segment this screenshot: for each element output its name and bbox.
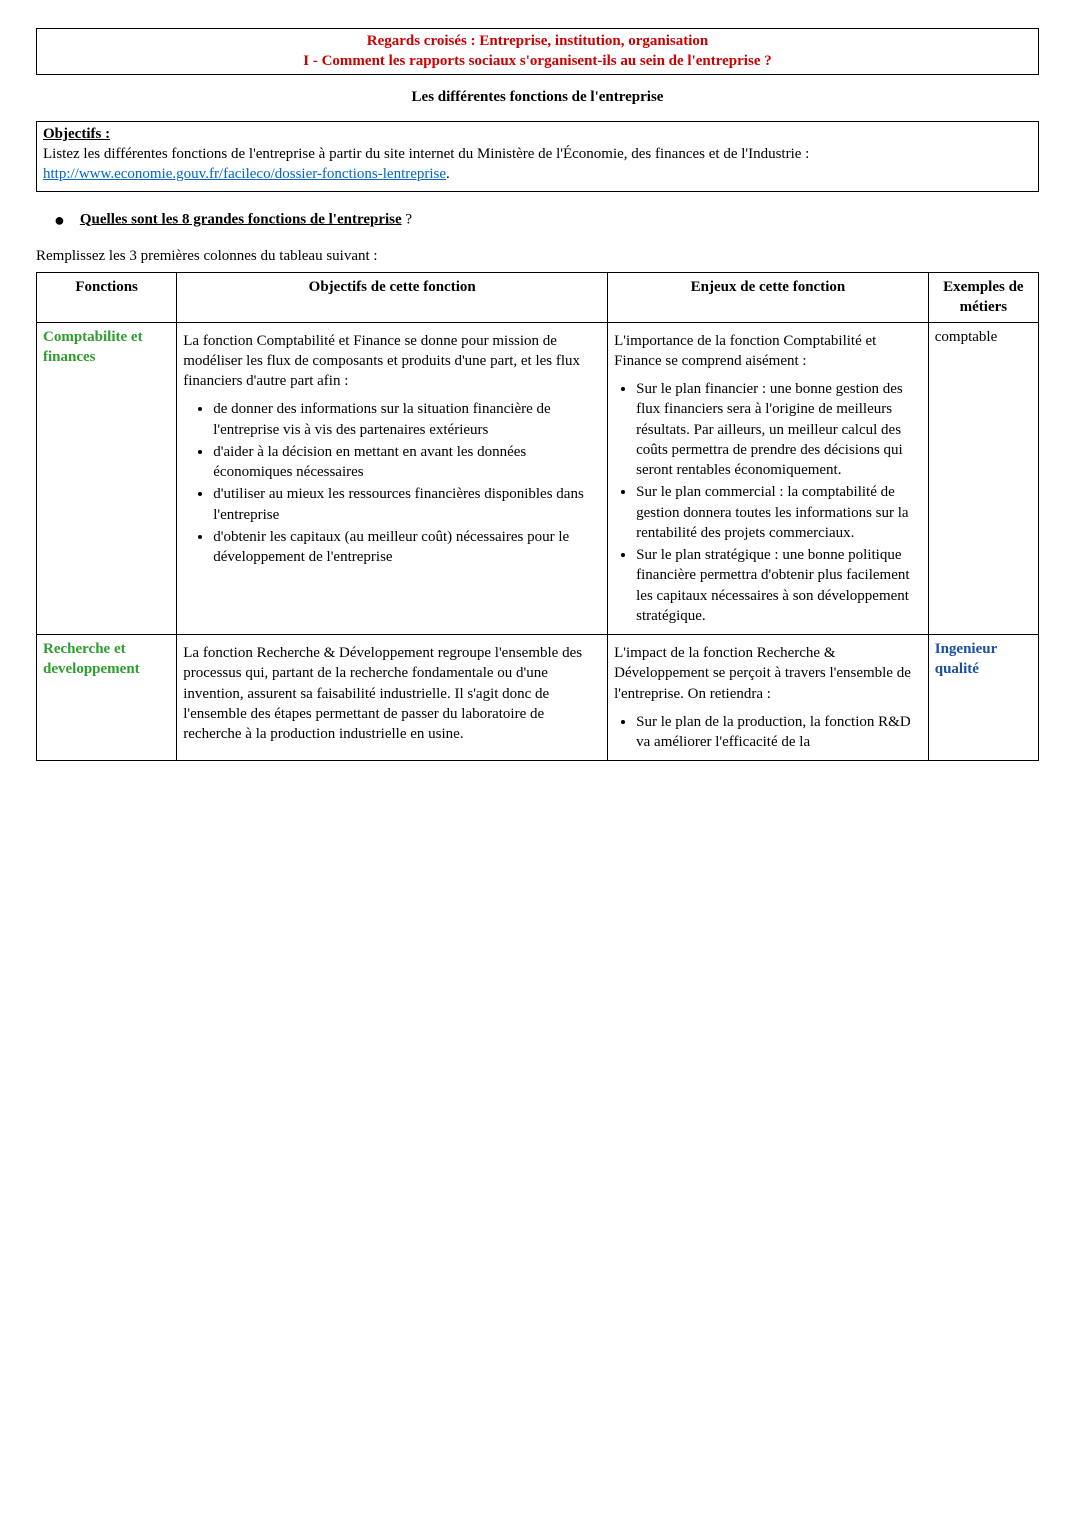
page-subtitle: Les différentes fonctions de l'entrepris… [36, 87, 1039, 107]
list-item: Sur le plan stratégique : une bonne poli… [636, 545, 922, 626]
exemple-label: Ingenieur qualité [935, 641, 997, 677]
exemple-cell: Ingenieur qualité [928, 635, 1038, 761]
enjeux-list: Sur le plan financier : une bonne gestio… [614, 379, 922, 626]
exemple-label: comptable [935, 329, 997, 345]
fonction-label: Recherche et developpement [43, 641, 140, 677]
section-question: ● Quelles sont les 8 grandes fonctions d… [54, 208, 1039, 232]
objectifs-body: Listez les différentes fonctions de l'en… [43, 144, 1032, 185]
enjeux-cell: L'impact de la fonction Recherche & Déve… [608, 635, 929, 761]
col-objectifs: Objectifs de cette fonction [177, 273, 608, 323]
header-line2: I - Comment les rapports sociaux s'organ… [41, 51, 1034, 71]
list-item: d'aider à la décision en mettant en avan… [213, 442, 601, 483]
functions-table: Fonctions Objectifs de cette fonction En… [36, 272, 1039, 761]
fonction-cell: Comptabilite et finances [37, 322, 177, 635]
objectifs-title: Objectifs : [43, 126, 110, 142]
fonction-cell: Recherche et developpement [37, 635, 177, 761]
list-item: Sur le plan commercial : la comptabilité… [636, 482, 922, 543]
objectifs-cell: La fonction Comptabilité et Finance se d… [177, 322, 608, 635]
enjeux-cell: L'importance de la fonction Comptabilité… [608, 322, 929, 635]
fonction-label: Comptabilite et finances [43, 329, 143, 365]
list-item: de donner des informations sur la situat… [213, 399, 601, 440]
objectifs-text-pre: Listez les différentes fonctions de l'en… [43, 146, 809, 162]
section-question-text: Quelles sont les 8 grandes fonctions de … [80, 211, 402, 227]
objectifs-para: La fonction Comptabilité et Finance se d… [183, 331, 601, 392]
enjeux-para: L'impact de la fonction Recherche & Déve… [614, 643, 922, 704]
objectifs-link[interactable]: http://www.economie.gouv.fr/facileco/dos… [43, 166, 446, 182]
col-fonctions: Fonctions [37, 273, 177, 323]
enjeux-para: L'importance de la fonction Comptabilité… [614, 331, 922, 372]
header-box: Regards croisés : Entreprise, institutio… [36, 28, 1039, 75]
fill-instruction: Remplissez les 3 premières colonnes du t… [36, 246, 1039, 266]
objectifs-text-post: . [446, 166, 450, 182]
list-item: Sur le plan de la production, la fonctio… [636, 712, 922, 753]
objectifs-cell: La fonction Recherche & Développement re… [177, 635, 608, 761]
exemple-cell: comptable [928, 322, 1038, 635]
list-item: Sur le plan financier : une bonne gestio… [636, 379, 922, 480]
table-header-row: Fonctions Objectifs de cette fonction En… [37, 273, 1039, 323]
table-row: Recherche et developpement La fonction R… [37, 635, 1039, 761]
bullet-icon: ● [54, 208, 65, 232]
section-question-suffix: ? [402, 211, 412, 227]
col-exemples: Exemples de métiers [928, 273, 1038, 323]
objectifs-list: de donner des informations sur la situat… [183, 399, 601, 567]
list-item: d'utiliser au mieux les ressources finan… [213, 484, 601, 525]
objectifs-box: Objectifs : Listez les différentes fonct… [36, 121, 1039, 192]
table-row: Comptabilite et finances La fonction Com… [37, 322, 1039, 635]
objectifs-para: La fonction Recherche & Développement re… [183, 643, 601, 744]
header-line1: Regards croisés : Entreprise, institutio… [41, 31, 1034, 51]
list-item: d'obtenir les capitaux (au meilleur coût… [213, 527, 601, 568]
col-enjeux: Enjeux de cette fonction [608, 273, 929, 323]
enjeux-list: Sur le plan de la production, la fonctio… [614, 712, 922, 753]
